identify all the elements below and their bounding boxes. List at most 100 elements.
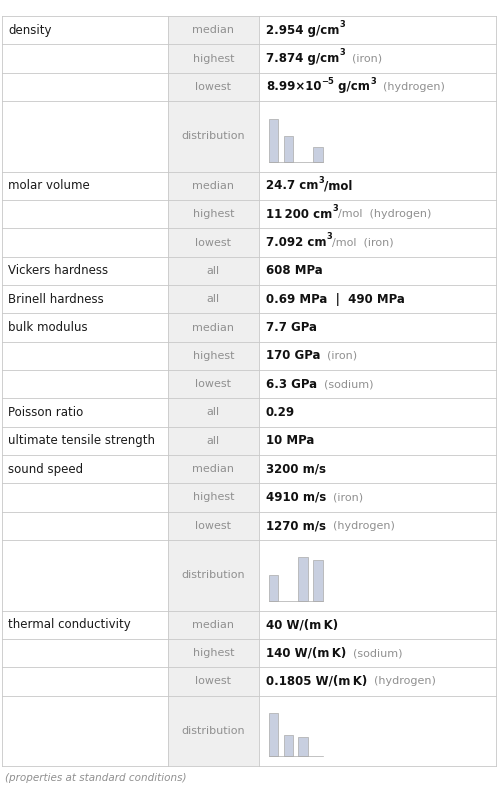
- Bar: [298, 737, 308, 757]
- Text: thermal conductivity: thermal conductivity: [8, 618, 131, 631]
- Text: 3200 m/s: 3200 m/s: [266, 463, 326, 476]
- Text: 2.954 g/cm: 2.954 g/cm: [266, 24, 339, 37]
- Text: 7.874 g/cm: 7.874 g/cm: [266, 52, 339, 65]
- Text: distribution: distribution: [181, 726, 245, 736]
- Bar: [168, 313, 259, 341]
- Text: 4910 m/s: 4910 m/s: [266, 491, 326, 504]
- Text: lowest: lowest: [195, 82, 231, 92]
- Text: highest: highest: [193, 493, 234, 502]
- Bar: [168, 72, 259, 101]
- Text: (iron): (iron): [345, 54, 382, 64]
- Text: g/cm: g/cm: [334, 80, 370, 93]
- Text: 3: 3: [318, 175, 324, 185]
- Text: (hydrogen): (hydrogen): [326, 521, 395, 530]
- Text: all: all: [207, 407, 220, 418]
- Bar: [168, 455, 259, 483]
- Text: 3: 3: [326, 233, 332, 242]
- Text: /mol: /mol: [324, 180, 352, 192]
- Bar: [269, 118, 278, 162]
- Text: bulk modulus: bulk modulus: [8, 321, 88, 334]
- Bar: [284, 735, 293, 757]
- Text: (properties at standard conditions): (properties at standard conditions): [5, 773, 186, 782]
- Bar: [168, 200, 259, 229]
- Text: all: all: [207, 266, 220, 276]
- Text: 24.7 cm: 24.7 cm: [266, 180, 318, 192]
- Text: all: all: [207, 436, 220, 446]
- Bar: [168, 696, 259, 766]
- Bar: [168, 16, 259, 44]
- Text: 140 W/(m K): 140 W/(m K): [266, 646, 346, 659]
- Text: 3: 3: [339, 48, 345, 57]
- Text: sound speed: sound speed: [8, 463, 84, 476]
- Text: lowest: lowest: [195, 237, 231, 248]
- Text: lowest: lowest: [195, 379, 231, 389]
- Text: (sodium): (sodium): [317, 379, 374, 389]
- Bar: [313, 147, 323, 162]
- Bar: [298, 557, 308, 601]
- Bar: [168, 257, 259, 285]
- Bar: [269, 713, 278, 757]
- Text: median: median: [192, 323, 234, 332]
- Bar: [168, 511, 259, 540]
- Text: highest: highest: [193, 351, 234, 361]
- Text: distribution: distribution: [181, 131, 245, 142]
- Text: 170 GPa: 170 GPa: [266, 349, 320, 362]
- Text: 11 200 cm: 11 200 cm: [266, 208, 332, 221]
- Text: median: median: [192, 464, 234, 474]
- Text: molar volume: molar volume: [8, 180, 90, 192]
- Bar: [168, 229, 259, 257]
- Bar: [168, 285, 259, 313]
- Text: lowest: lowest: [195, 676, 231, 687]
- Bar: [168, 171, 259, 200]
- Text: lowest: lowest: [195, 521, 231, 530]
- Text: 3: 3: [339, 20, 345, 29]
- Bar: [168, 611, 259, 639]
- Bar: [284, 136, 293, 162]
- Bar: [168, 398, 259, 427]
- Text: 3: 3: [332, 204, 338, 213]
- Bar: [168, 483, 259, 511]
- Text: 0.69 MPa  |  490 MPa: 0.69 MPa | 490 MPa: [266, 293, 405, 306]
- Bar: [269, 576, 278, 601]
- Text: (sodium): (sodium): [346, 648, 402, 658]
- Text: 1270 m/s: 1270 m/s: [266, 519, 326, 532]
- Bar: [168, 370, 259, 398]
- Text: 40 W/(m K): 40 W/(m K): [266, 618, 338, 631]
- Bar: [313, 560, 323, 601]
- Text: all: all: [207, 294, 220, 304]
- Text: highest: highest: [193, 209, 234, 219]
- Text: highest: highest: [193, 648, 234, 658]
- Text: ultimate tensile strength: ultimate tensile strength: [8, 434, 155, 448]
- Bar: [168, 427, 259, 455]
- Text: density: density: [8, 24, 52, 37]
- Text: 608 MPa: 608 MPa: [266, 264, 323, 278]
- Text: /mol  (iron): /mol (iron): [332, 237, 394, 248]
- Text: −5: −5: [321, 76, 334, 85]
- Text: 8.99×10: 8.99×10: [266, 80, 321, 93]
- Text: median: median: [192, 181, 234, 191]
- Text: /mol  (hydrogen): /mol (hydrogen): [338, 209, 431, 219]
- Text: 0.29: 0.29: [266, 406, 295, 419]
- Text: (iron): (iron): [326, 493, 363, 502]
- Text: 0.1805 W/(m K): 0.1805 W/(m K): [266, 675, 367, 688]
- Text: Poisson ratio: Poisson ratio: [8, 406, 84, 419]
- Text: 7.092 cm: 7.092 cm: [266, 236, 326, 249]
- Bar: [168, 44, 259, 72]
- Bar: [168, 667, 259, 696]
- Text: distribution: distribution: [181, 570, 245, 580]
- Bar: [168, 341, 259, 370]
- Bar: [168, 101, 259, 171]
- Text: median: median: [192, 620, 234, 630]
- Text: Vickers hardness: Vickers hardness: [8, 264, 109, 278]
- Text: 3: 3: [370, 76, 376, 85]
- Text: highest: highest: [193, 54, 234, 64]
- Text: (iron): (iron): [320, 351, 358, 361]
- Text: (hydrogen): (hydrogen): [376, 82, 445, 92]
- Text: (hydrogen): (hydrogen): [367, 676, 436, 687]
- Bar: [168, 639, 259, 667]
- Bar: [168, 540, 259, 611]
- Text: 10 MPa: 10 MPa: [266, 434, 314, 448]
- Text: Brinell hardness: Brinell hardness: [8, 293, 104, 306]
- Text: 7.7 GPa: 7.7 GPa: [266, 321, 317, 334]
- Text: 6.3 GPa: 6.3 GPa: [266, 378, 317, 390]
